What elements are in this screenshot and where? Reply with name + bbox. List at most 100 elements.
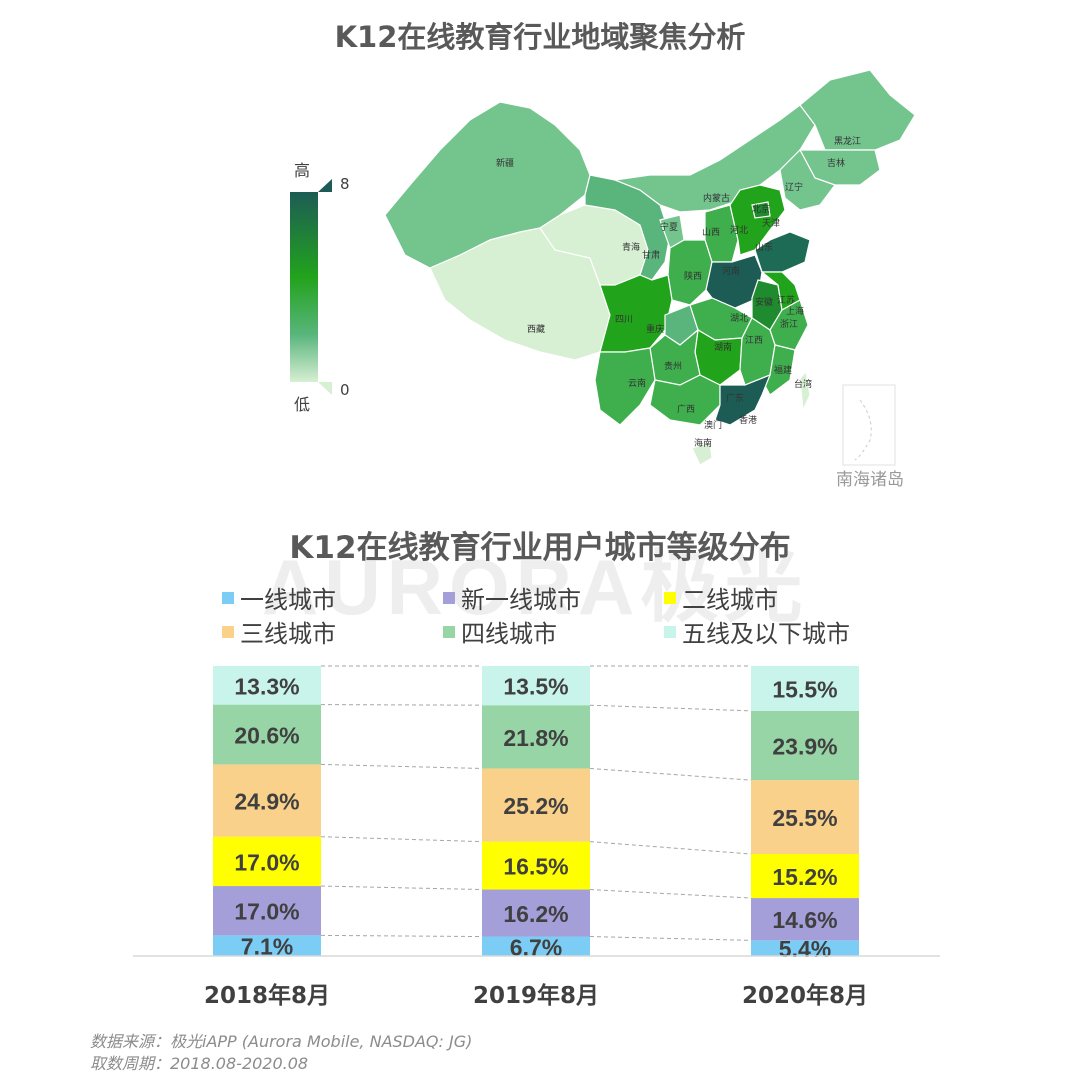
bar-value-label: 25.5% — [772, 805, 837, 831]
bar-segment — [751, 666, 859, 711]
connector-line — [320, 763, 483, 769]
scale-high-label: 高 — [294, 161, 310, 180]
province-label: 澳门 — [704, 419, 722, 431]
bar-value-label: 25.2% — [503, 793, 568, 819]
bar-segment — [751, 854, 859, 899]
legend-label: 五线及以下城市 — [682, 620, 850, 648]
scale-max-value: 8 — [340, 175, 350, 193]
province-label: 河南 — [722, 265, 740, 277]
province-label: 陕西 — [684, 270, 702, 282]
province-label: 河北 — [730, 224, 748, 236]
bar-segment — [482, 841, 590, 890]
bar-value-label: 14.6% — [772, 907, 837, 933]
province-liaoning — [779, 149, 836, 211]
province-label: 内蒙古 — [703, 192, 730, 204]
bar-segment — [482, 889, 590, 937]
legend-item: 三线城市 — [222, 614, 336, 649]
legend-item: 一线城市 — [222, 580, 336, 615]
bar-value-label: 23.9% — [772, 734, 837, 760]
provinces — [384, 69, 916, 466]
bar-segment — [751, 780, 859, 855]
province-label: 宁夏 — [660, 221, 678, 233]
province-label: 辽宁 — [785, 181, 803, 193]
south-sea-dash-line — [854, 399, 872, 461]
bar-value-label: 5.4% — [779, 936, 831, 962]
province-label: 广东 — [726, 392, 744, 404]
bar-segment — [482, 768, 590, 842]
chart-title: K12在线教育行业用户城市等级分布 — [289, 530, 791, 566]
bar-segment — [751, 710, 859, 781]
legend-swatch — [443, 626, 455, 638]
bar-value-label: 17.0% — [234, 849, 299, 875]
legend-item: 四线城市 — [443, 614, 557, 649]
legend-swatch — [443, 592, 455, 604]
province-label: 江苏 — [777, 294, 795, 306]
province-label: 甘肃 — [642, 249, 660, 261]
connector-line — [589, 841, 752, 855]
legend-label: 新一线城市 — [461, 586, 581, 614]
province-label: 山西 — [702, 227, 720, 238]
scale-max-marker — [318, 179, 332, 192]
legend-label: 二线城市 — [682, 586, 778, 614]
bar-segment — [482, 705, 590, 769]
province-yunnan — [594, 347, 656, 426]
connector-line — [320, 885, 483, 891]
province-heilongjiang — [799, 69, 916, 151]
province-label: 浙江 — [780, 318, 798, 330]
legend-item: 五线及以下城市 — [664, 614, 850, 649]
legend-swatch — [222, 626, 234, 638]
bar-value-label: 20.6% — [234, 723, 299, 749]
bar-segment — [213, 764, 321, 837]
province-label: 安徽 — [755, 296, 773, 308]
province-label: 湖北 — [730, 313, 748, 324]
connector-line — [589, 936, 752, 941]
x-tick-label: 2020年8月 — [742, 982, 868, 1009]
scale-min-marker — [318, 382, 332, 395]
legend-label: 三线城市 — [240, 620, 336, 648]
province-hebei — [729, 184, 786, 256]
connector-line — [320, 934, 483, 938]
bar-segment — [482, 936, 590, 956]
province-label: 黑龙江 — [834, 135, 861, 147]
bar-value-label: 21.8% — [503, 725, 568, 751]
bar-segment — [213, 836, 321, 887]
province-label: 湖南 — [714, 341, 732, 353]
connector-line — [589, 767, 752, 781]
connector-line — [589, 704, 752, 712]
bar-value-label: 16.2% — [503, 901, 568, 927]
connector-line — [589, 889, 752, 899]
legend-label: 一线城市 — [240, 586, 336, 614]
legend-item: 新一线城市 — [443, 580, 581, 615]
bar-value-label: 13.3% — [234, 673, 299, 699]
bar-segment — [213, 935, 321, 956]
bar-segment — [751, 940, 859, 956]
legend-item: 二线城市 — [664, 580, 778, 615]
province-label: 天津 — [762, 218, 780, 229]
connector-line — [320, 704, 483, 706]
province-label: 海南 — [694, 437, 712, 449]
province-label: 吉林 — [827, 157, 845, 169]
bar-value-label: 17.0% — [234, 899, 299, 925]
province-hainan — [691, 441, 713, 466]
province-guangdong — [714, 373, 772, 426]
south-sea-inset — [842, 384, 896, 466]
bar-segment — [213, 704, 321, 765]
x-tick-label: 2019年8月 — [473, 982, 599, 1009]
connector-line — [320, 836, 483, 843]
south-sea-label: 南海诸岛 — [836, 470, 904, 490]
province-beijing — [751, 201, 771, 219]
bar-value-label: 13.5% — [503, 674, 568, 700]
bar-value-label: 24.9% — [234, 789, 299, 815]
province-label: 四川 — [615, 315, 633, 325]
province-label: 重庆 — [646, 323, 664, 335]
province-label: 香港 — [739, 414, 757, 426]
province-label: 贵州 — [664, 360, 682, 372]
legend-swatch — [222, 592, 234, 604]
province-label: 上海 — [786, 305, 804, 317]
province-label: 台湾 — [794, 378, 812, 390]
legend-swatch — [664, 592, 676, 604]
x-tick-label: 2018年8月 — [204, 982, 330, 1009]
scale-min-value: 0 — [340, 381, 350, 399]
legend-label: 四线城市 — [461, 620, 557, 648]
